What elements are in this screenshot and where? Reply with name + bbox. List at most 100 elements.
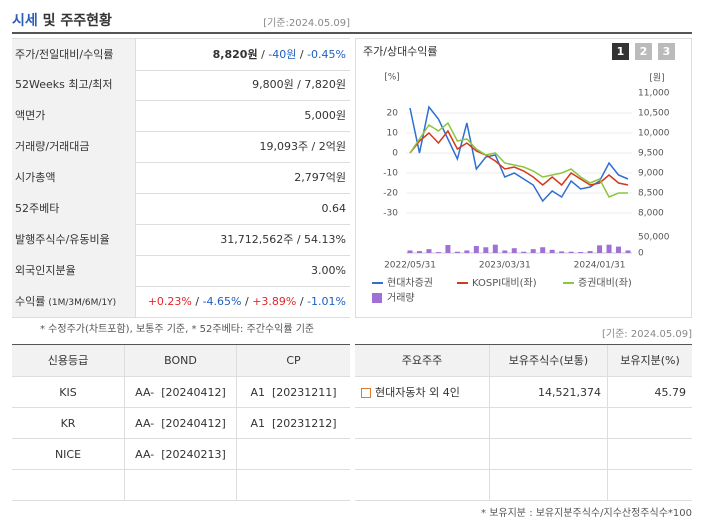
- cell-text: AA- [20240412]: [135, 386, 226, 399]
- row-label: 수익률 (1M/3M/6M/1Y): [12, 286, 136, 317]
- y-tick-label: -20: [383, 189, 398, 199]
- tab[interactable]: [635, 43, 652, 60]
- value: /: [296, 295, 308, 308]
- cell-text: NICE: [54, 448, 82, 461]
- value: /: [257, 48, 269, 61]
- value: 0.64: [321, 202, 347, 215]
- y2-tick-label: 10,500: [638, 109, 670, 119]
- y-tick-label: 10: [387, 129, 399, 139]
- cell: [355, 470, 490, 501]
- cell-text: A1 [20231211]: [250, 386, 337, 399]
- volume-bar: [492, 244, 498, 253]
- label: 주가/전일대비/수익률: [15, 48, 114, 61]
- tab-label: 2: [640, 45, 648, 58]
- volume-bar: [606, 244, 612, 253]
- value: -0.45%: [307, 48, 346, 61]
- volume-bar: [578, 252, 584, 253]
- summary-row: 수익률 (1M/3M/6M/1Y) +0.23% / -4.65% / +3.89%…: [12, 286, 350, 318]
- note: * 보유지분 : 보유지분주식수/지수산정주식수*100: [481, 508, 692, 519]
- y2-tick-label: 11,000: [638, 89, 670, 99]
- value: -40원: [268, 48, 297, 61]
- cell: A1 [20231212]: [237, 408, 350, 439]
- tab-label: 1: [617, 45, 625, 58]
- cell: KR: [12, 408, 125, 439]
- cell: [608, 439, 692, 470]
- volume-bar: [464, 250, 470, 253]
- header-cell: 보유지분(%): [608, 345, 692, 377]
- volume-bar: [625, 250, 631, 253]
- row-label: 외국인지분율: [12, 255, 136, 286]
- y2-tick-label: 8,000: [638, 209, 664, 219]
- cell: [12, 470, 125, 501]
- row-value: 5,000원: [304, 100, 346, 131]
- cell-text: A1 [20231212]: [250, 417, 337, 430]
- summary-row: 발행주식수/유동비율 31,712,562주 / 54.13%: [12, 224, 350, 256]
- volume-bar: [407, 250, 413, 253]
- row-value: 0.64: [322, 193, 347, 224]
- value: 3.00%: [311, 264, 346, 277]
- value: /: [241, 295, 253, 308]
- header-cell: CP: [237, 345, 350, 377]
- legend-label: 증권대비(좌): [578, 277, 632, 289]
- x-tick-label: 2022/05/31: [384, 261, 436, 271]
- cell-text: KIS: [59, 386, 77, 399]
- y-tick-label: 0: [392, 149, 398, 159]
- summary-row: 52주베타 0.64: [12, 193, 350, 225]
- cell: [490, 470, 608, 501]
- row-value: +0.23% / -4.65% / +3.89% / -1.01%: [148, 286, 346, 317]
- note: * 수정주가(차트포함), 보통주 기준, * 52주베타: 주간수익률 기준: [40, 324, 315, 335]
- cell: 45.79: [608, 377, 692, 408]
- cell: [490, 408, 608, 439]
- cell-text: 현대자동차 외 4인: [375, 386, 460, 399]
- chart-title: 주가/상대수익률: [363, 45, 438, 58]
- summary-row: 시가총액 2,797억원: [12, 162, 350, 194]
- tab[interactable]: [612, 43, 629, 60]
- cell: AA- [20240412]: [125, 408, 237, 439]
- cell: AA- [20240213]: [125, 439, 237, 470]
- volume-bar: [616, 246, 622, 253]
- y-tick-label: 20: [387, 109, 399, 119]
- header-cell: 주요주주: [355, 345, 490, 377]
- value: -4.65%: [202, 295, 242, 308]
- row-label: 시가총액: [12, 162, 136, 193]
- volume-bar: [597, 245, 603, 253]
- legend-label: 거래량: [387, 292, 415, 304]
- volume-bar: [435, 252, 441, 253]
- row-value: 8,820원 / -40원 / -0.45%: [213, 39, 346, 70]
- volume-bar: [559, 251, 565, 253]
- label: 수익률: [15, 295, 46, 308]
- label-note: (1M/3M/6M/1Y): [48, 298, 117, 308]
- summary-row: 52Weeks 최고/최저 9,800원 / 7,820원: [12, 69, 350, 101]
- panel: [355, 38, 692, 318]
- row-label: 주가/전일대비/수익률: [12, 39, 136, 70]
- volume-tick-label: 0: [638, 249, 644, 259]
- value: 5,000원: [304, 109, 346, 122]
- row-label: 거래량/거래대금: [12, 131, 136, 162]
- volume-bar: [568, 251, 574, 253]
- volume-bar: [483, 247, 489, 253]
- value: -1.01%: [307, 295, 346, 308]
- tab[interactable]: [658, 43, 675, 60]
- value: 9,800원 / 7,820원: [252, 78, 346, 91]
- cell: A1 [20231211]: [237, 377, 350, 408]
- header-cell: 신용등급: [12, 345, 125, 377]
- value: /: [296, 48, 308, 61]
- volume-bar: [416, 251, 422, 253]
- row-label: 액면가: [12, 100, 136, 131]
- label: 52주베타: [15, 202, 60, 215]
- value: 31,712,562주 / 54.13%: [220, 233, 346, 246]
- summary-row: 액면가 5,000원: [12, 100, 350, 132]
- volume-bar: [521, 251, 527, 253]
- divider: [12, 32, 692, 34]
- value: 19,093주 / 2억원: [259, 140, 346, 153]
- cell: 14,521,374: [490, 377, 608, 408]
- value: /: [191, 295, 203, 308]
- y-unit: [%]: [384, 73, 400, 83]
- label: 발행주식수/유동비율: [15, 233, 110, 246]
- table-top: [12, 344, 350, 345]
- icon: [361, 388, 371, 398]
- series-line: [409, 129, 629, 187]
- cell: KIS: [12, 377, 125, 408]
- title-part: 시세: [12, 13, 38, 29]
- cell: 현대자동차 외 4인: [355, 377, 490, 408]
